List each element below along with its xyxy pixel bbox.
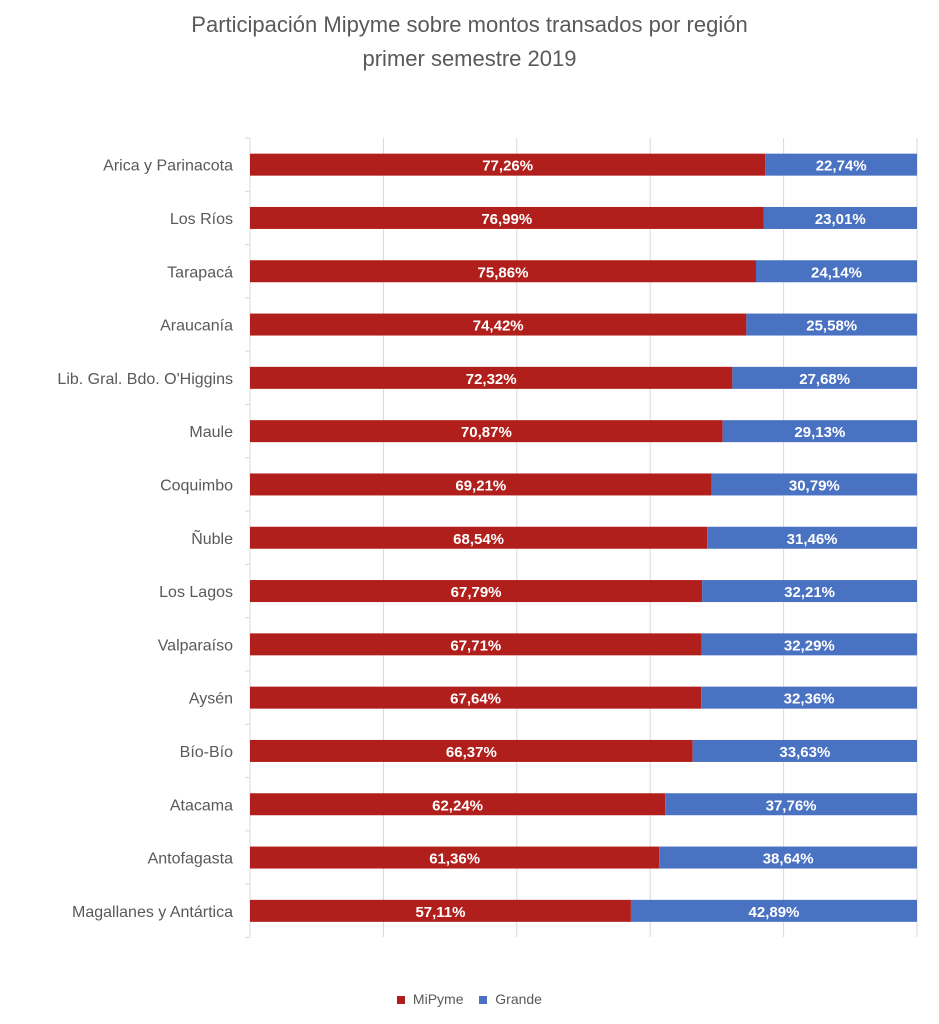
data-label: 25,58% bbox=[806, 318, 857, 335]
data-label: 42,89% bbox=[749, 904, 800, 921]
data-label: 24,14% bbox=[811, 264, 862, 281]
data-label: 30,79% bbox=[789, 477, 840, 494]
data-label: 32,21% bbox=[784, 584, 835, 601]
bar-mipyme bbox=[250, 260, 756, 283]
bar-grande bbox=[746, 313, 917, 336]
category-label: Atacama bbox=[170, 797, 233, 814]
bar-mipyme bbox=[250, 366, 733, 389]
bar-mipyme bbox=[250, 739, 693, 762]
category-label: Araucanía bbox=[160, 318, 233, 335]
bar-mipyme bbox=[250, 526, 708, 549]
category-label: Bío-Bío bbox=[180, 744, 233, 761]
data-label: 32,29% bbox=[784, 637, 835, 654]
category-label: Magallanes y Antártica bbox=[72, 904, 233, 921]
category-label: Tarapacá bbox=[167, 264, 233, 281]
category-label: Antofagasta bbox=[148, 851, 234, 868]
data-label: 22,74% bbox=[816, 158, 867, 175]
bar-grande bbox=[630, 899, 917, 922]
bar-grande bbox=[765, 153, 917, 176]
data-label: 27,68% bbox=[799, 371, 850, 388]
data-label: 70,87% bbox=[461, 424, 512, 441]
legend-swatch-mipyme bbox=[397, 996, 406, 1005]
bar-grande bbox=[659, 846, 917, 869]
data-label: 76,99% bbox=[481, 211, 532, 228]
data-label: 62,24% bbox=[432, 797, 483, 814]
legend-item-mipyme: MiPyme bbox=[397, 991, 463, 1007]
bar-mipyme bbox=[250, 473, 712, 496]
data-label: 67,79% bbox=[451, 584, 502, 601]
bar-mipyme bbox=[250, 899, 631, 922]
data-label: 68,54% bbox=[453, 531, 504, 548]
bar-grande bbox=[701, 686, 917, 709]
bar-grande bbox=[763, 206, 917, 229]
chart-legend: MiPyme Grande bbox=[0, 991, 939, 1007]
data-label: 61,36% bbox=[429, 851, 480, 868]
chart-title: Participación Mipyme sobre montos transa… bbox=[191, 12, 748, 37]
data-label: 72,32% bbox=[466, 371, 517, 388]
bar-grande bbox=[722, 420, 917, 443]
bar-grande bbox=[692, 739, 917, 762]
data-label: 74,42% bbox=[473, 318, 524, 335]
data-label: 67,64% bbox=[450, 691, 501, 708]
data-label: 67,71% bbox=[450, 637, 501, 654]
bar-grande bbox=[707, 526, 917, 549]
legend-label-grande: Grande bbox=[495, 991, 542, 1007]
bar-grande bbox=[701, 633, 917, 656]
bar-grande bbox=[665, 793, 917, 816]
data-label: 29,13% bbox=[794, 424, 845, 441]
bar-mipyme bbox=[250, 153, 766, 176]
category-label: Aysén bbox=[189, 691, 233, 708]
data-label: 69,21% bbox=[455, 477, 506, 494]
data-label: 57,11% bbox=[415, 904, 465, 921]
data-label: 38,64% bbox=[763, 851, 814, 868]
data-label: 33,63% bbox=[779, 744, 830, 761]
legend-label-mipyme: MiPyme bbox=[412, 991, 464, 1007]
data-label: 77,26% bbox=[482, 158, 533, 175]
bar-mipyme bbox=[250, 420, 723, 443]
category-label: Los Lagos bbox=[159, 584, 233, 601]
bar-mipyme bbox=[250, 633, 702, 656]
data-label: 66,37% bbox=[446, 744, 497, 761]
category-label: Ñuble bbox=[191, 528, 233, 548]
category-label: Maule bbox=[189, 424, 233, 441]
category-label: Los Ríos bbox=[170, 211, 233, 228]
category-label: Arica y Parinacota bbox=[103, 158, 233, 175]
bar-grande bbox=[711, 473, 917, 496]
bar-mipyme bbox=[250, 313, 747, 336]
bar-mipyme bbox=[250, 846, 660, 869]
data-label: 31,46% bbox=[787, 531, 838, 548]
data-label: 75,86% bbox=[478, 264, 529, 281]
legend-item-grande: Grande bbox=[479, 991, 542, 1007]
legend-swatch-grande bbox=[479, 996, 488, 1005]
bar-grande bbox=[702, 580, 917, 603]
chart-subtitle: primer semestre 2019 bbox=[362, 46, 577, 71]
stacked-bar-chart: Arica y Parinacota 77,26% 22,74% Los Ríos 76… bbox=[57, 137, 918, 938]
data-label: 37,76% bbox=[766, 797, 817, 814]
bar-mipyme bbox=[250, 686, 702, 709]
bar-mipyme bbox=[250, 793, 666, 816]
data-label: 23,01% bbox=[815, 211, 866, 228]
bar-grande bbox=[732, 366, 917, 389]
bar-grande bbox=[755, 260, 917, 283]
category-label: Coquimbo bbox=[160, 477, 233, 494]
bar-mipyme bbox=[250, 206, 764, 229]
data-label: 32,36% bbox=[784, 691, 835, 708]
bar-mipyme bbox=[250, 580, 703, 603]
category-label: Valparaíso bbox=[158, 637, 233, 654]
category-label: Lib. Gral. Bdo. O'Higgins bbox=[57, 371, 233, 388]
